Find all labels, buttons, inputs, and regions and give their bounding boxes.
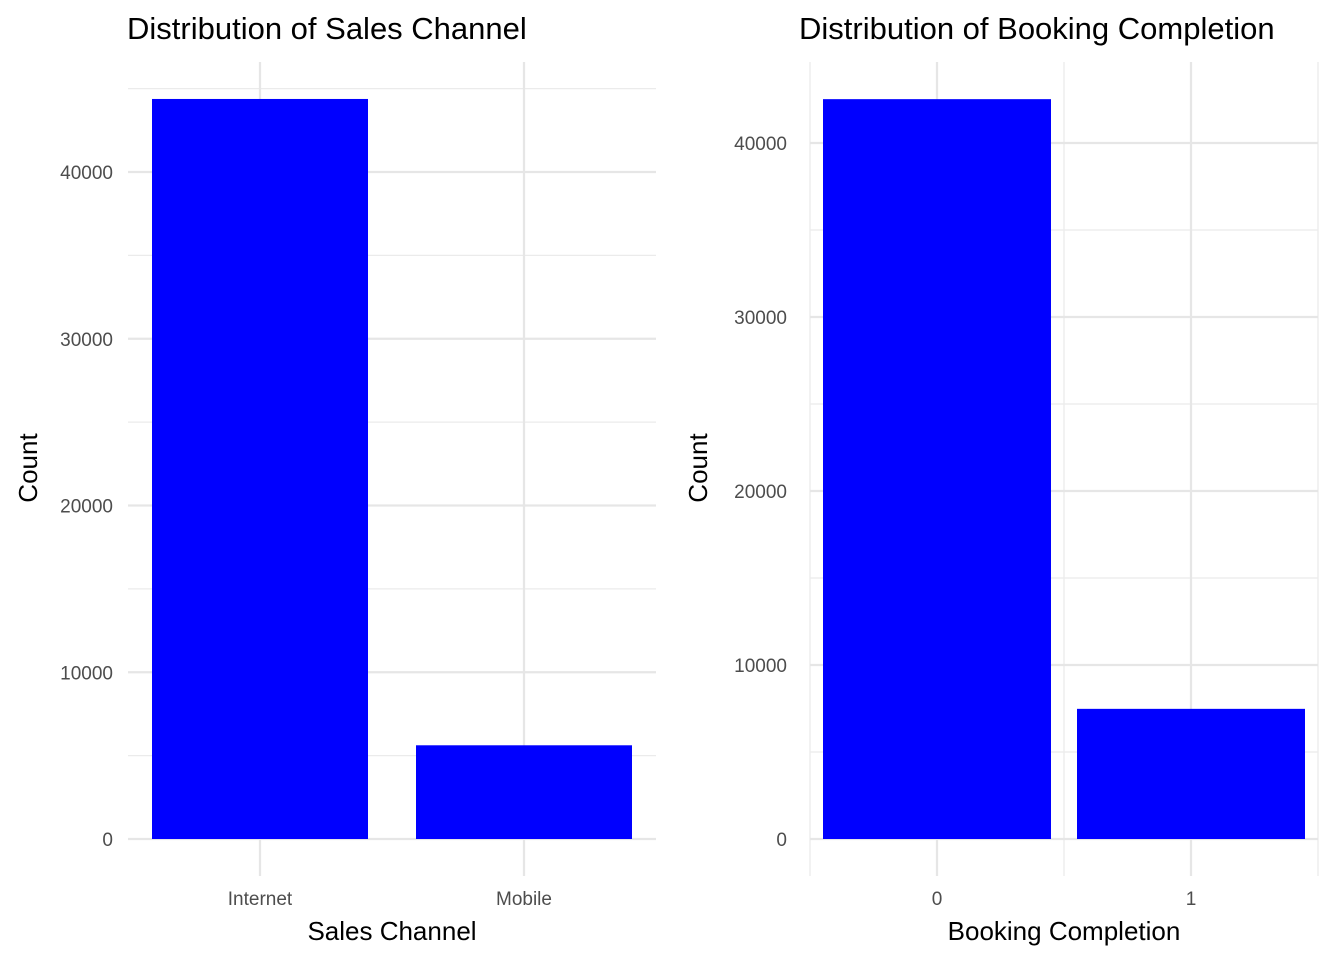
x-tick-label: Internet — [228, 889, 293, 910]
sales-channel-chart: Distribution of Sales Channel 0 10000 2000… — [13, 11, 656, 946]
booking-completion-chart: Distribution of Booking Completion 0 1000… — [683, 11, 1319, 946]
bar-mobile — [416, 745, 632, 839]
x-tick-label: 1 — [1186, 889, 1197, 910]
y-tick-label: 10000 — [734, 656, 787, 677]
y-tick-label: 0 — [102, 830, 113, 851]
y-tick-label: 10000 — [60, 663, 113, 684]
x-tick-label: 0 — [932, 889, 943, 910]
bar-internet — [152, 98, 368, 839]
bar-0 — [823, 99, 1051, 840]
y-axis-title: Count — [13, 433, 43, 503]
x-axis-title: Sales Channel — [307, 916, 476, 946]
x-tick-label: Mobile — [496, 889, 552, 910]
chart-title: Distribution of Sales Channel — [127, 11, 527, 46]
y-axis-title: Count — [683, 433, 713, 503]
y-tick-label: 30000 — [60, 330, 113, 351]
y-tick-label: 20000 — [734, 482, 787, 503]
y-tick-label: 40000 — [60, 163, 113, 184]
y-tick-label: 40000 — [734, 134, 787, 155]
bar-1 — [1077, 708, 1305, 839]
y-tick-label: 20000 — [60, 497, 113, 518]
chart-title: Distribution of Booking Completion — [799, 11, 1275, 46]
x-axis-title: Booking Completion — [948, 916, 1181, 946]
y-tick-label: 0 — [776, 830, 787, 851]
y-tick-label: 30000 — [734, 308, 787, 329]
